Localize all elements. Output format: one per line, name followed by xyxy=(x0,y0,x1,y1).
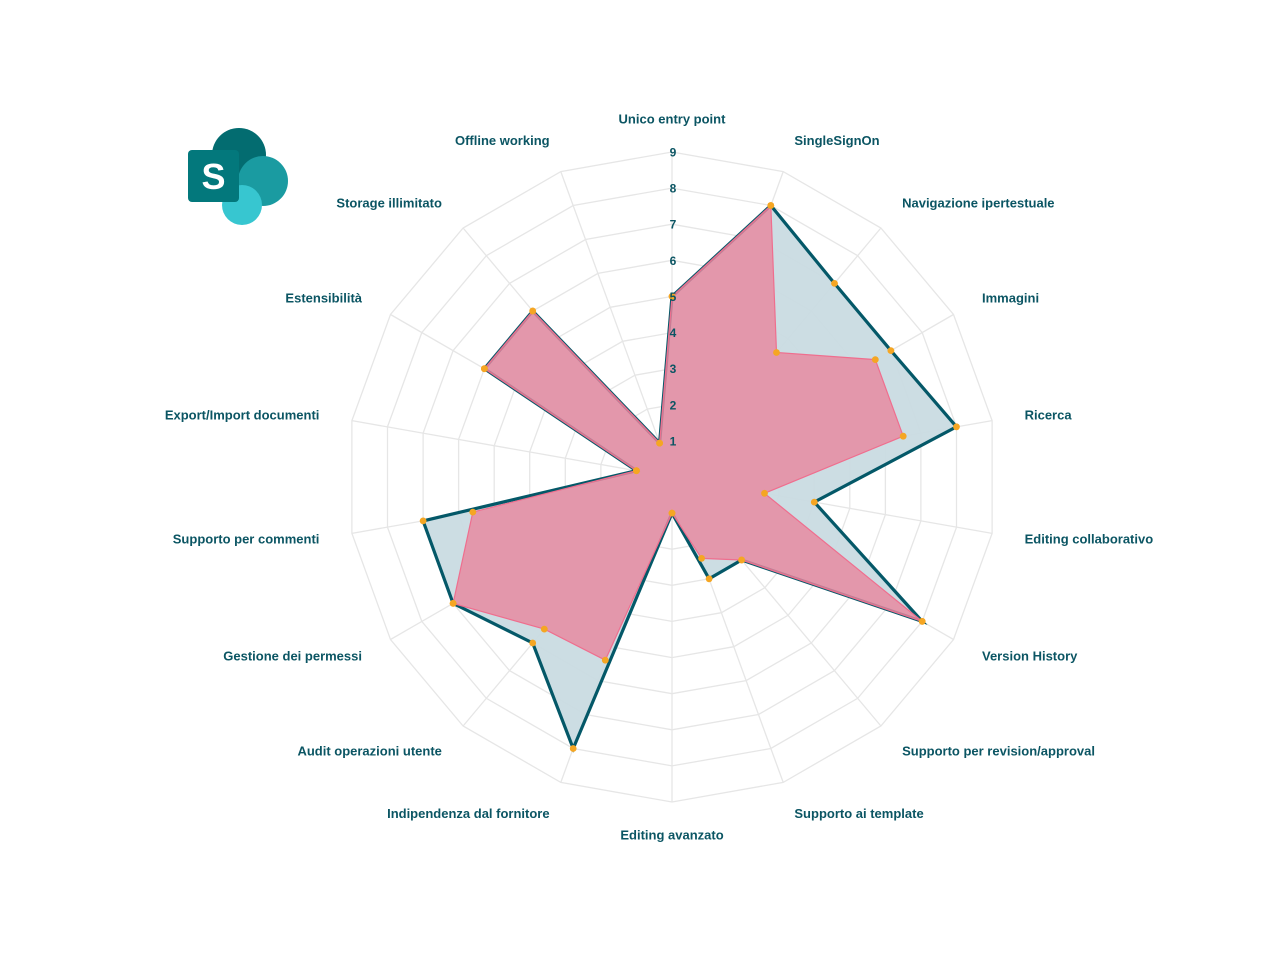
logo-tile xyxy=(188,150,239,202)
series-2-point xyxy=(529,307,537,315)
tick-label: 2 xyxy=(670,398,677,412)
tick-label: 9 xyxy=(670,146,677,160)
radar-series xyxy=(420,203,960,753)
tick-label: 8 xyxy=(670,182,677,196)
series-2-point xyxy=(481,365,488,373)
series-2-point xyxy=(540,625,548,633)
tick-label: 5 xyxy=(670,290,677,304)
series-2-point xyxy=(668,509,676,517)
category-label: Estensibilità xyxy=(285,291,362,306)
series-2-point xyxy=(773,349,780,356)
series-2-point xyxy=(668,293,676,300)
category-label: Indipendenza dal fornitore xyxy=(387,806,550,821)
category-label: Storage illimitato xyxy=(336,195,442,210)
series-1-point xyxy=(887,347,895,354)
series-2-point xyxy=(469,508,477,516)
series-1-point xyxy=(953,423,960,431)
tick-label: 1 xyxy=(670,434,677,448)
series-1-point xyxy=(831,280,838,287)
series-1-point xyxy=(569,745,577,752)
series-2-point xyxy=(601,656,609,664)
tick-label: 6 xyxy=(670,254,677,268)
category-label: Navigazione ipertestuale xyxy=(902,195,1054,210)
series-2-point xyxy=(918,618,926,625)
category-label: Editing collaborativo xyxy=(1025,532,1154,547)
category-label: Supporto per commenti xyxy=(173,532,320,547)
series-2-point xyxy=(656,439,663,447)
series-2-point xyxy=(738,556,745,564)
category-label: SingleSignOn xyxy=(794,133,879,148)
series-2-point xyxy=(698,555,705,562)
series-2-point xyxy=(633,467,640,475)
tick-label: 7 xyxy=(670,218,677,232)
category-label: Immagini xyxy=(982,291,1039,306)
series-2-point xyxy=(871,356,879,363)
grid-spoke xyxy=(351,419,673,478)
category-label: Offline working xyxy=(455,133,550,148)
series-1-point xyxy=(529,639,537,647)
series-2-point xyxy=(899,432,907,440)
series-2-area xyxy=(452,204,923,662)
category-label: Audit operazioni utente xyxy=(297,744,441,759)
series-2-point xyxy=(767,202,775,209)
category-label: Ricerca xyxy=(1025,407,1073,422)
tick-label: 4 xyxy=(670,326,677,340)
series-1-point xyxy=(810,498,818,506)
category-labels: Unico entry point SingleSignOn Navigazione… xyxy=(165,112,1153,843)
category-label: Version History xyxy=(982,649,1078,664)
series-2-point xyxy=(449,600,457,607)
category-label: Unico entry point xyxy=(619,112,727,127)
grid-spoke xyxy=(560,171,673,478)
series-1-point xyxy=(419,517,427,525)
category-label: Supporto ai template xyxy=(794,806,923,821)
radial-axis-ticks: 1 2 3 4 5 6 7 8 9 xyxy=(670,146,677,449)
category-label: Supporto per revision/approval xyxy=(902,744,1095,759)
category-label: Export/Import documenti xyxy=(165,407,320,422)
logo-letter: S xyxy=(201,156,225,197)
radar-markers xyxy=(419,202,960,752)
series-1-point xyxy=(705,575,713,583)
series-2-point xyxy=(761,489,768,497)
category-label: Gestione dei permessi xyxy=(223,649,362,664)
sharepoint-logo: S xyxy=(188,128,288,225)
tick-label: 3 xyxy=(670,362,677,376)
category-label: Editing avanzato xyxy=(620,828,723,843)
